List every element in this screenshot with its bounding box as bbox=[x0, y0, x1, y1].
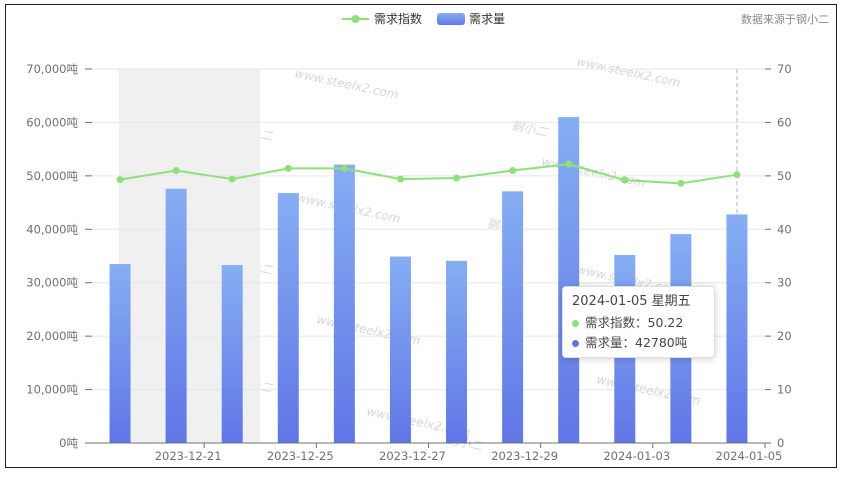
tooltip-bar-text: 需求量：42780吨 bbox=[585, 335, 688, 350]
legend-bar-swatch bbox=[437, 13, 465, 25]
x-axis-tick-label: 2023-12-21 bbox=[155, 449, 222, 463]
left-axis-tick-label: 60,000吨 bbox=[26, 115, 78, 129]
right-axis-tick-label: 60 bbox=[777, 115, 792, 129]
left-axis-tick-label: 20,000吨 bbox=[26, 329, 78, 343]
line-point-2024-01-05[interactable] bbox=[733, 171, 741, 179]
line-point-2023-12-21[interactable] bbox=[172, 167, 180, 175]
tooltip-line-row: 需求指数：50.22 bbox=[572, 313, 705, 333]
watermark-text: www.steelx2.com bbox=[575, 54, 681, 90]
right-axis-tick-label: 40 bbox=[777, 222, 792, 236]
demand-index-line bbox=[119, 163, 738, 185]
watermark-text: www.steelx2.com bbox=[293, 66, 399, 102]
left-axis-tick-label: 0吨 bbox=[59, 436, 78, 450]
right-axis-tick-label: 50 bbox=[777, 169, 792, 183]
line-point-2023-12-28[interactable] bbox=[453, 174, 461, 182]
watermark-brand: 钢小二 bbox=[510, 118, 549, 139]
data-source-note: 数据来源于钢小二 bbox=[741, 12, 829, 26]
bar-2023-12-20[interactable] bbox=[109, 264, 131, 443]
hover-tooltip: 2024-01-05 星期五 需求指数：50.22 需求量：42780吨 bbox=[562, 286, 715, 358]
x-axis-tick-label: 2023-12-25 bbox=[267, 449, 334, 463]
tooltip-bar-row: 需求量：42780吨 bbox=[572, 333, 705, 353]
left-axis-tick-label: 10,000吨 bbox=[26, 383, 78, 397]
legend[interactable]: 需求指数 需求量 bbox=[342, 11, 505, 26]
x-axis-tick-label: 2023-12-27 bbox=[379, 449, 446, 463]
chart-canvas: 需求指数 需求量 数据来源于钢小二 www.steelx2.com www.ste… bbox=[26, 11, 829, 463]
line-point-2024-01-03[interactable] bbox=[621, 176, 629, 184]
tooltip-line-dot bbox=[572, 320, 579, 327]
bar-2023-12-21[interactable] bbox=[165, 188, 187, 443]
line-point-2023-12-27[interactable] bbox=[396, 175, 404, 183]
right-axis-tick-label: 70 bbox=[777, 62, 792, 76]
legend-line-marker bbox=[351, 15, 360, 23]
bar-2024-01-02[interactable] bbox=[558, 117, 580, 443]
right-axis-tick-label: 10 bbox=[777, 383, 792, 397]
tooltip-title: 2024-01-05 星期五 bbox=[572, 294, 691, 309]
right-axis-tick-label: 30 bbox=[777, 276, 792, 290]
bar-2023-12-22[interactable] bbox=[221, 265, 243, 443]
legend-line-label[interactable]: 需求指数 bbox=[374, 11, 422, 26]
left-axis-tick-label: 40,000吨 bbox=[26, 222, 78, 236]
axis-layer: 0吨 0 10,000吨 10 20,000吨 20 30,000吨 30 40,000吨 40 5… bbox=[26, 62, 791, 463]
bar-2023-12-28[interactable] bbox=[446, 260, 468, 443]
line-point-2023-12-26[interactable] bbox=[340, 164, 348, 172]
tooltip-line-text: 需求指数：50.22 bbox=[585, 315, 684, 330]
bar-2023-12-29[interactable] bbox=[502, 191, 524, 443]
right-axis-tick-label: 20 bbox=[777, 329, 792, 343]
line-point-2024-01-04[interactable] bbox=[677, 179, 685, 187]
bar-2024-01-05[interactable] bbox=[726, 214, 748, 443]
line-point-2023-12-20[interactable] bbox=[116, 176, 124, 184]
x-axis-tick-label: 2024-01-03 bbox=[603, 449, 670, 463]
tooltip-bar-dot bbox=[572, 340, 579, 347]
left-axis-tick-label: 50,000吨 bbox=[26, 169, 78, 183]
bar-2023-12-27[interactable] bbox=[389, 256, 411, 443]
line-point-2023-12-25[interactable] bbox=[284, 164, 292, 172]
line-layer bbox=[116, 160, 741, 187]
line-point-2024-01-02[interactable] bbox=[565, 160, 573, 168]
left-axis-tick-label: 70,000吨 bbox=[26, 62, 78, 76]
line-point-2023-12-22[interactable] bbox=[228, 175, 236, 183]
legend-bar-label[interactable]: 需求量 bbox=[469, 12, 505, 26]
line-point-2023-12-29[interactable] bbox=[509, 167, 517, 175]
x-axis-tick-label: 2024-01-05 bbox=[716, 449, 783, 463]
left-axis-tick-label: 30,000吨 bbox=[26, 276, 78, 290]
x-axis-tick-label: 2023-12-29 bbox=[491, 449, 558, 463]
bar-2023-12-25[interactable] bbox=[277, 192, 299, 443]
chart-frame: 需求指数 需求量 数据来源于钢小二 www.steelx2.com www.ste… bbox=[5, 4, 837, 468]
bar-2023-12-26[interactable] bbox=[333, 164, 355, 443]
right-axis-tick-label: 0 bbox=[777, 436, 784, 450]
